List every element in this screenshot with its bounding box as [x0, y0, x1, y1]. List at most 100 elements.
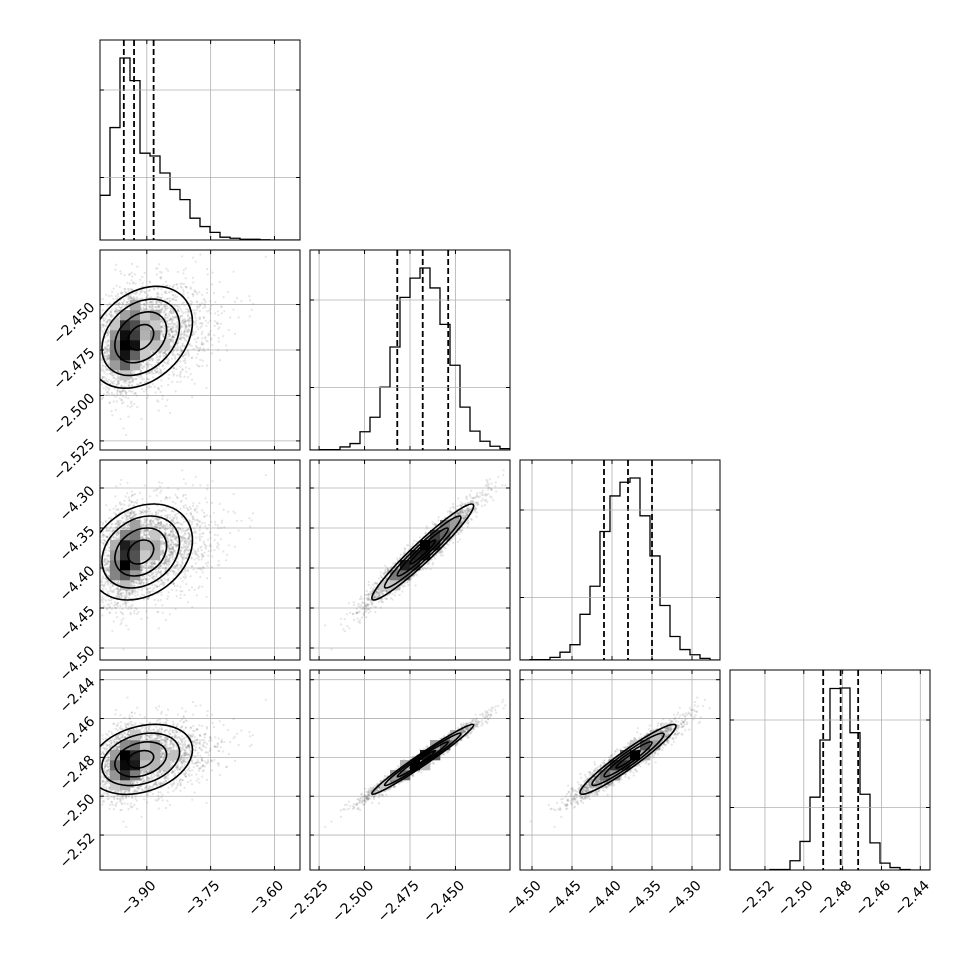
sample-point: [145, 581, 148, 584]
sample-point: [103, 351, 106, 354]
sample-point: [114, 587, 117, 591]
sample-point: [195, 301, 198, 304]
sample-point: [141, 276, 144, 279]
sample-point: [205, 514, 209, 517]
sample-point: [175, 304, 178, 307]
sample-point: [187, 313, 190, 316]
sample-point: [185, 325, 188, 328]
sample-point: [129, 381, 132, 384]
sample-point: [105, 562, 108, 566]
sample-point: [164, 533, 167, 536]
sample-point: [175, 564, 178, 568]
sample-point: [148, 524, 151, 527]
sample-point: [107, 344, 110, 347]
sample-point: [150, 566, 153, 569]
sample-point: [194, 260, 197, 263]
sample-point: [205, 339, 208, 342]
sample-point: [123, 288, 126, 291]
sample-point: [202, 511, 206, 514]
sample-point: [171, 330, 175, 333]
sample-point: [124, 288, 127, 291]
sample-point: [172, 326, 175, 329]
sample-point: [180, 349, 184, 352]
sample-point: [115, 312, 118, 315]
sample-point: [125, 291, 128, 294]
sample-point: [189, 540, 192, 543]
sample-point: [125, 391, 128, 395]
sample-point: [110, 315, 113, 318]
sample-point: [170, 327, 173, 331]
sample-point: [82, 384, 84, 386]
sample-point: [116, 388, 120, 391]
sample-point: [196, 522, 199, 526]
sample-point: [126, 405, 129, 408]
sample-point: [185, 583, 188, 586]
sample-point: [170, 340, 173, 343]
sample-point: [167, 359, 170, 362]
sample-point: [162, 351, 165, 355]
sample-point: [176, 309, 179, 312]
sample-point: [130, 376, 133, 379]
sample-point: [123, 499, 126, 503]
sample-point: [179, 351, 182, 354]
sample-point: [155, 296, 158, 299]
sample-point: [173, 521, 176, 525]
sample-point: [131, 404, 134, 407]
sample-point: [168, 559, 171, 562]
sample-point: [171, 293, 174, 296]
sample-point: [193, 290, 196, 293]
sample-point: [191, 334, 194, 337]
sample-point: [181, 255, 184, 258]
sample-point: [111, 374, 114, 377]
sample-point: [213, 334, 216, 337]
sample-point: [198, 318, 201, 321]
sample-point: [181, 368, 184, 371]
sample-point: [214, 523, 217, 526]
sample-point: [158, 481, 161, 484]
sample-point: [169, 543, 172, 546]
sample-point: [150, 303, 153, 306]
sample-point: [171, 552, 174, 555]
sample-point: [200, 545, 203, 548]
sample-point: [158, 296, 161, 299]
sample-point: [102, 387, 105, 390]
sample-point: [107, 355, 110, 358]
sample-point: [164, 354, 167, 357]
sample-point: [207, 334, 210, 337]
sample-point: [106, 340, 109, 343]
sample-point: [158, 305, 161, 309]
sample-point: [205, 291, 209, 294]
sample-point: [200, 341, 203, 344]
sample-point: [174, 330, 178, 333]
sample-point: [183, 357, 186, 360]
sample-point: [194, 321, 197, 324]
sample-point: [140, 378, 144, 381]
sample-point: [103, 355, 106, 358]
sample-point: [199, 303, 202, 306]
sample-point: [173, 316, 176, 319]
sample-point: [168, 551, 171, 554]
sample-point: [124, 380, 127, 383]
sample-point: [212, 291, 215, 294]
sample-point: [119, 417, 122, 421]
sample-point: [104, 365, 107, 368]
sample-point: [192, 309, 195, 312]
sample-point: [169, 532, 172, 535]
sample-point: [172, 319, 175, 322]
sample-point: [168, 373, 171, 376]
sample-point: [171, 312, 174, 315]
sample-point: [162, 333, 165, 336]
sample-point: [182, 290, 185, 293]
sample-point: [169, 327, 172, 331]
sample-point: [169, 310, 172, 313]
sample-point: [90, 346, 92, 348]
sample-point: [175, 545, 178, 548]
sample-point: [161, 324, 164, 327]
sample-point: [102, 368, 105, 371]
sample-point: [128, 389, 131, 392]
sample-point: [157, 304, 160, 307]
sample-point: [185, 330, 188, 333]
sample-point: [176, 563, 179, 566]
sample-point: [101, 308, 105, 312]
sample-point: [189, 323, 192, 327]
